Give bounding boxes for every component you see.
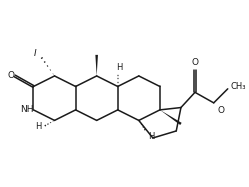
Text: O: O xyxy=(7,71,14,80)
Polygon shape xyxy=(95,55,98,76)
Text: H: H xyxy=(148,132,155,141)
Text: H: H xyxy=(35,122,41,131)
Text: O: O xyxy=(217,106,224,115)
Text: O: O xyxy=(191,58,198,67)
Text: NH: NH xyxy=(20,105,34,114)
Text: CH₃: CH₃ xyxy=(231,82,246,91)
Text: H: H xyxy=(117,63,123,72)
Text: I: I xyxy=(34,49,37,58)
Polygon shape xyxy=(160,110,182,125)
